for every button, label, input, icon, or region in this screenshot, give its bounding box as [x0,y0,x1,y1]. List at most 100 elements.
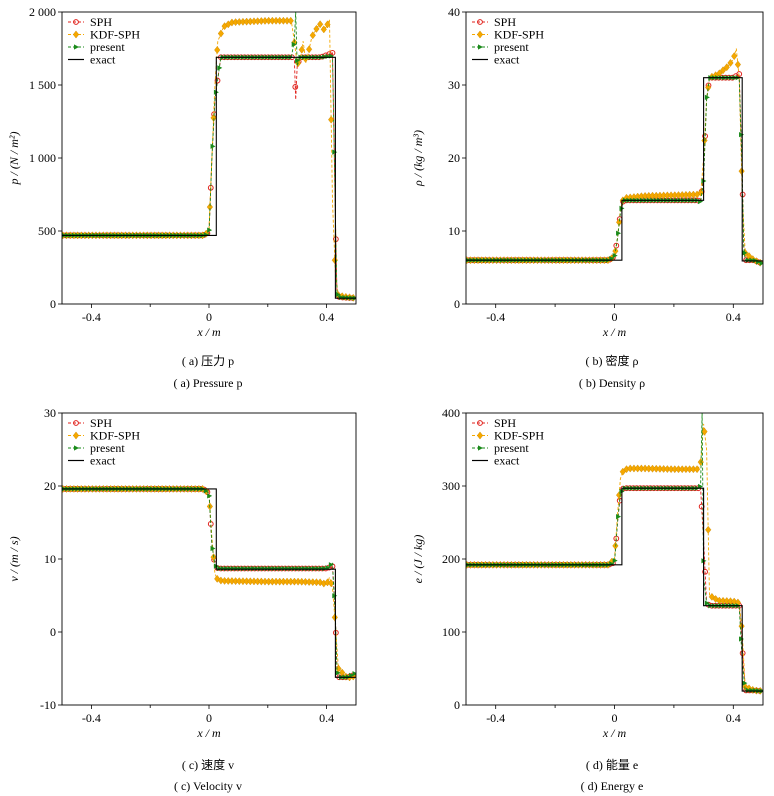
data-point-kdf-sph [214,46,221,54]
series-line-exact [62,488,356,678]
caption-d-en: ( d) Energy e [580,779,644,793]
panel-d: -0.4 0 0.4 0 100 200 300 400 x / m e / (J / kg) SP… [411,406,764,740]
data-point-present [295,58,301,64]
data-point-present [759,260,763,266]
y-tick-label: 0 [50,625,56,639]
data-point-kdf-sph [694,465,701,474]
data-point-present [612,558,618,564]
data-point-present [217,565,223,572]
x-tick-label: 0.4 [319,711,334,725]
panel-b: -0.4 0 0.4 0 10 20 30 40 x / m ρ / (kg / m³) SPHKD… [411,5,764,339]
legend-marker-present [478,44,483,50]
data-point-present [244,565,250,572]
x-tick-label: 0 [612,711,618,725]
data-point-sph [702,568,708,575]
data-point-kdf-sph [723,63,730,72]
y-tick-label: 2 000 [29,5,56,19]
x-tick-label: 0 [612,310,618,324]
y-tick-label: 1 500 [29,78,56,92]
data-point-sph [214,77,221,84]
data-point-present [210,143,216,149]
data-point-kdf-sph [712,595,719,603]
data-point-kdf-sph [210,113,217,122]
legend-marker-kdf-sph [476,431,484,440]
y-axis-label: v / (m / s) [7,536,21,581]
series-group-d [466,413,763,695]
legend-label-kdf-sph: KDF-SPH [494,429,544,443]
series-line-present [466,77,763,265]
x-axis-label: x / m [602,726,627,740]
data-point-present [257,565,263,572]
data-point-kdf-sph [719,66,727,75]
data-point-present [612,253,618,259]
data-point-present [220,565,226,572]
y-tick-label: 20 [44,479,56,493]
series-line-present [62,12,356,299]
y-tick-label: -10 [40,698,56,712]
x-tick-label: 0.4 [726,711,741,725]
data-point-present [745,687,751,693]
data-point-present [742,680,748,686]
series-line-sph [62,52,356,299]
y-axis-label: ρ / (kg / m³) [411,130,425,187]
data-point-present [224,565,230,572]
data-point-present [298,565,304,572]
x-tick-label: -0.4 [486,711,505,725]
y-tick-label: 300 [442,479,460,493]
data-point-kdf-sph [328,115,335,124]
data-point-kdf-sph [705,83,712,92]
data-point-present [322,565,328,572]
legend-label-exact: exact [90,53,116,67]
data-point-kdf-sph [214,574,221,583]
legend-label-present: present [494,40,529,54]
data-point-present [274,565,280,572]
data-point-present [240,565,246,572]
data-point-kdf-sph [320,25,327,34]
y-tick-label: 1 000 [29,151,56,165]
data-point-present [742,250,748,256]
x-tick-label: -0.4 [82,711,101,725]
series-line-sph [466,487,763,692]
legend-label-present: present [494,441,529,455]
x-axis-label: x / m [196,325,221,339]
data-point-sph [736,71,743,77]
legend-marker-sph [73,19,79,25]
legend-marker-kdf-sph [476,30,484,39]
y-tick-label: 400 [442,406,460,420]
data-point-kdf-sph [306,45,313,54]
data-point-present [315,565,321,572]
data-point-present [301,565,307,572]
data-point-present [704,600,710,606]
legend-label-present: present [90,40,125,54]
data-point-sph [329,49,336,56]
x-tick-label: 0 [206,711,212,725]
data-point-sph [292,83,299,90]
legend-label-sph: SPH [494,15,516,29]
legend-marker-present [74,44,79,50]
series-group-b [466,48,763,267]
data-point-present [278,565,284,572]
legend-label-sph: SPH [90,15,112,29]
data-point-kdf-sph [331,613,338,622]
x-tick-label: -0.4 [486,310,505,324]
data-point-present [749,257,755,263]
data-point-kdf-sph [317,578,324,587]
data-point-present [271,565,277,572]
data-point-present [230,565,236,572]
legend-marker-sph [73,420,79,426]
y-tick-label: 500 [38,224,56,238]
series-line-sph [466,73,763,265]
data-point-kdf-sph [738,622,745,631]
data-point-present [332,149,338,155]
data-point-present [284,565,290,572]
caption-d-cn: ( d) 能量 e [585,758,639,772]
x-axis-label: x / m [196,726,221,740]
data-point-present [308,565,314,572]
data-point-present [281,565,287,572]
y-tick-label: 10 [44,552,56,566]
data-point-present [261,565,267,572]
data-point-present [264,565,270,572]
panel-a: -0.4 0 0.4 0 500 1 000 1 500 2 000 x / m p / (N /… [7,5,357,339]
series-line-exact [466,77,763,262]
